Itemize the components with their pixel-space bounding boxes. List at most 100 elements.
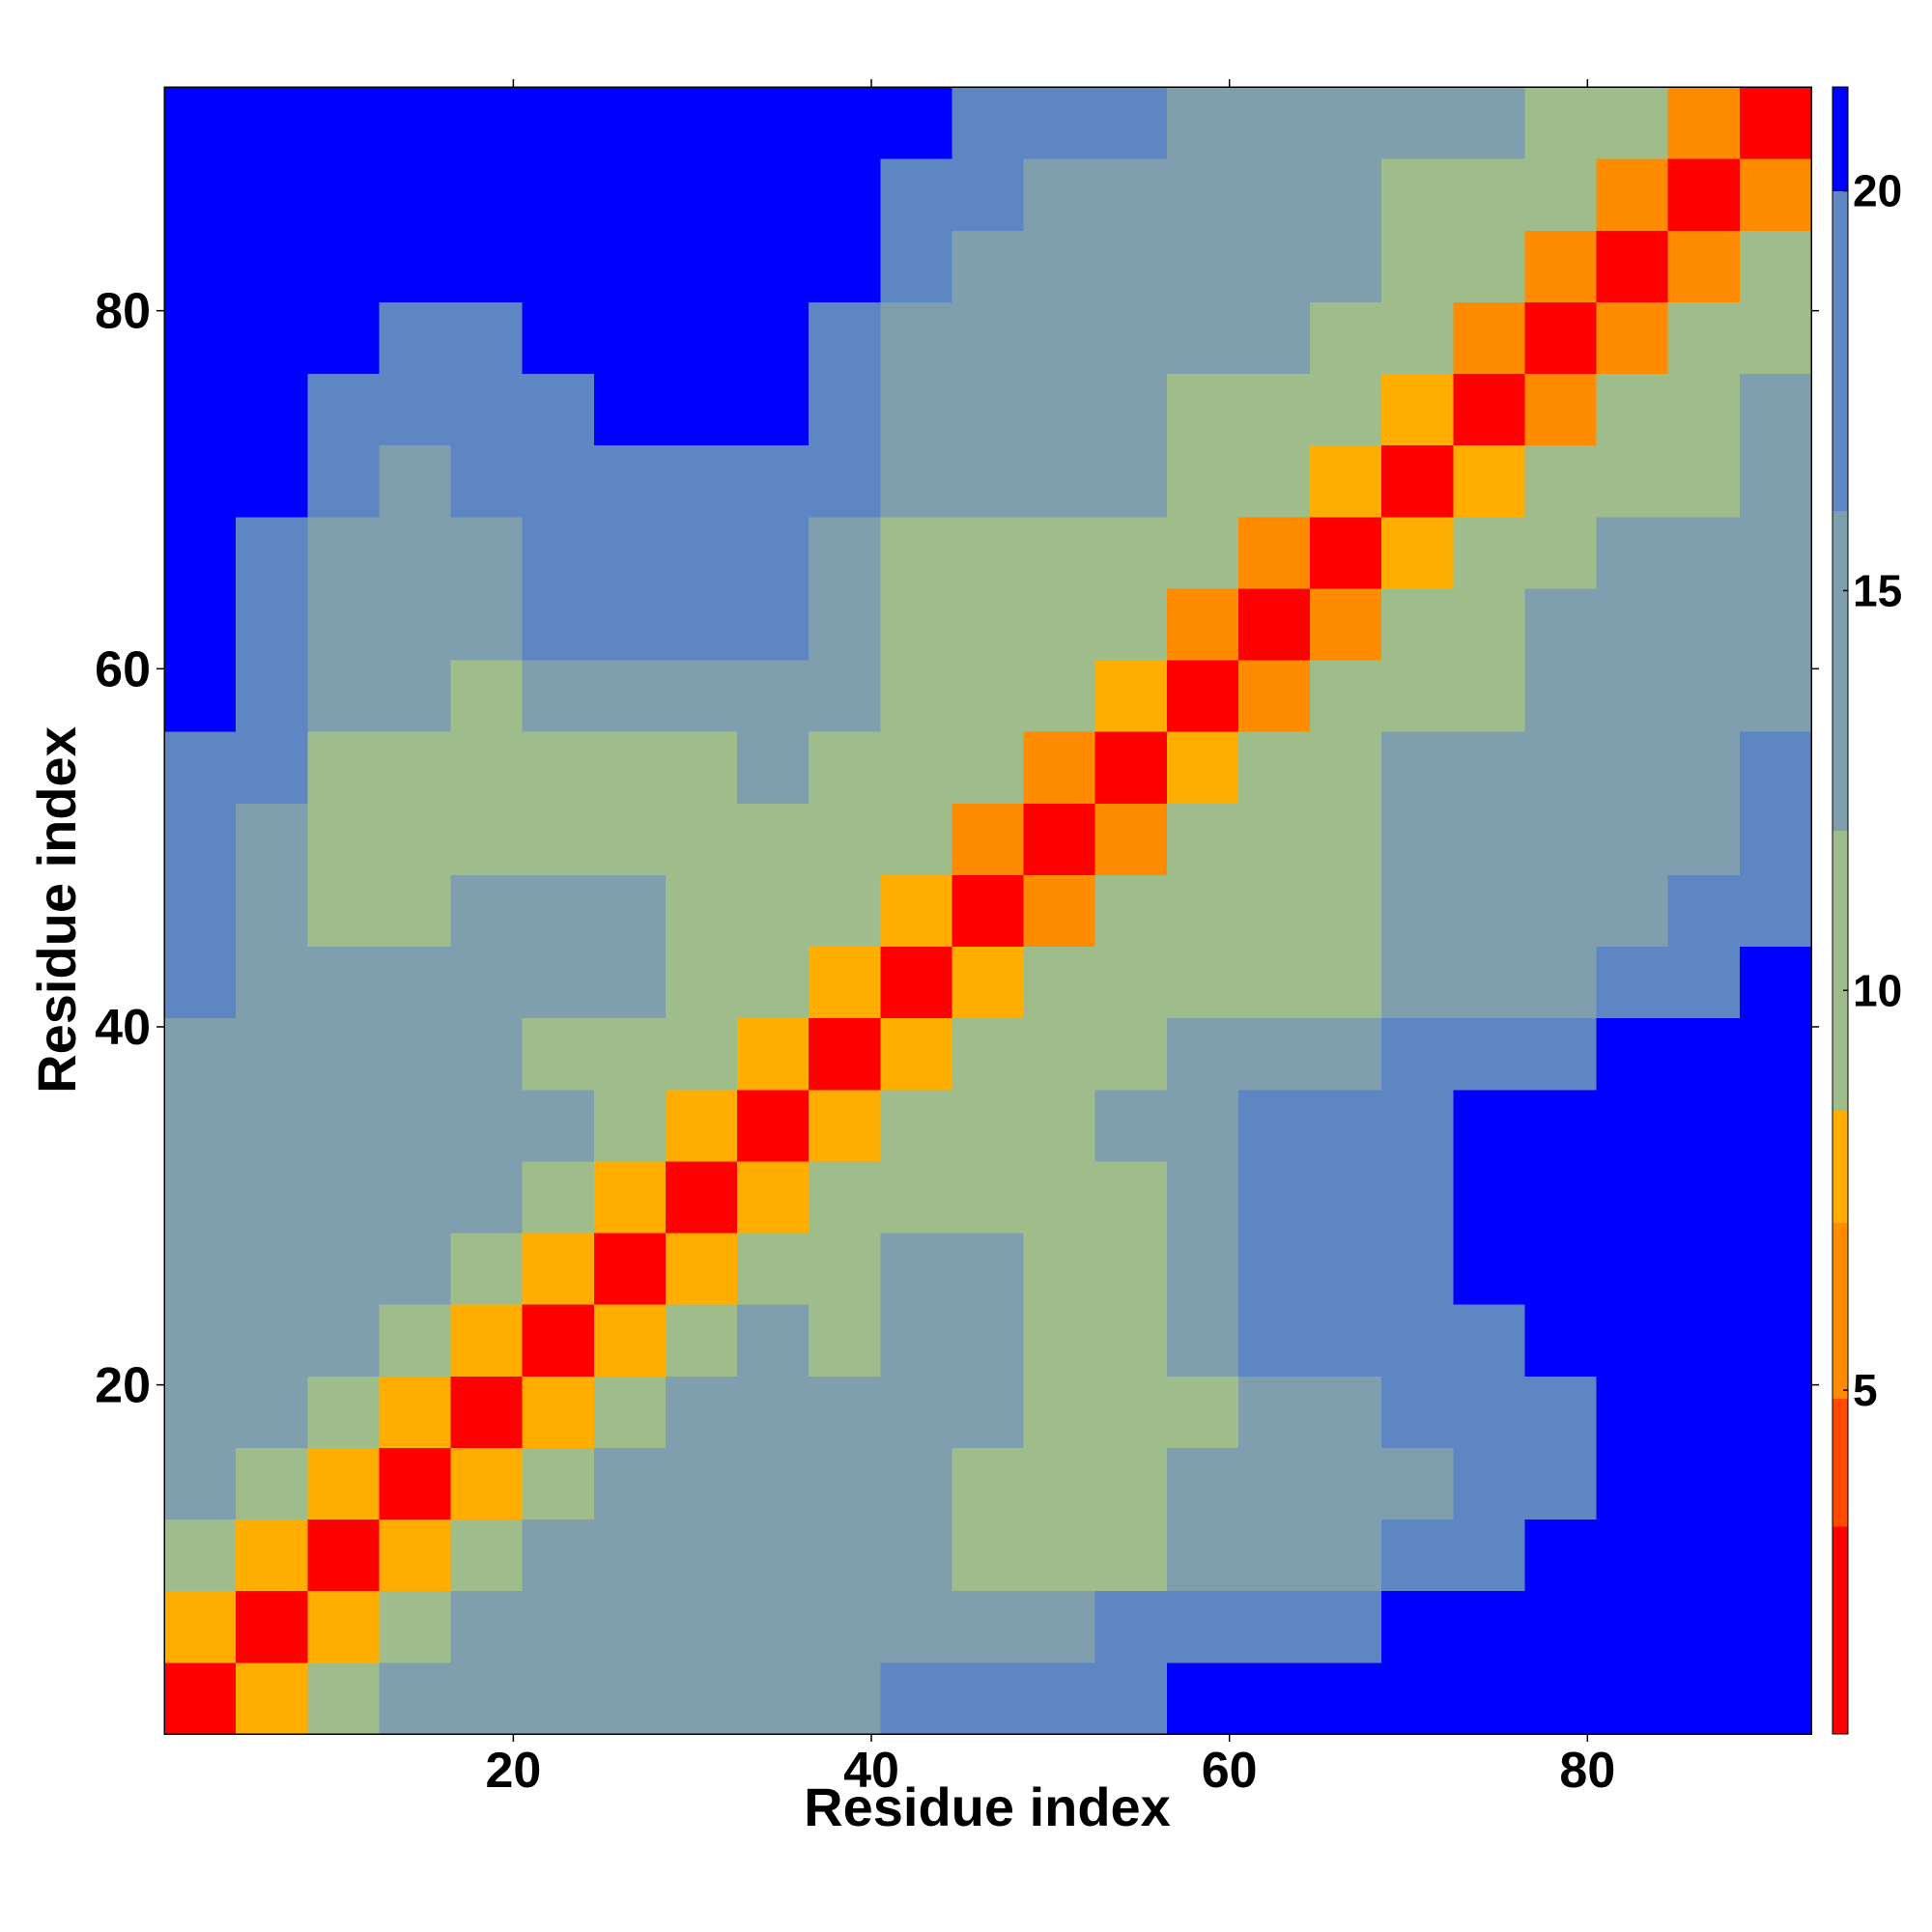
heatmap-cell [809,1662,881,1735]
heatmap-cell [379,1160,452,1234]
heatmap-cell [522,230,595,302]
heatmap-cell [1094,301,1168,375]
heatmap-cell [809,373,881,446]
heatmap-cell [1094,1233,1168,1305]
heatmap-cell [1237,516,1311,589]
heatmap-cell [1453,1590,1525,1663]
heatmap-cell [1023,587,1096,661]
heatmap-cell [522,444,595,518]
heatmap-cell [1524,301,1598,375]
heatmap-cell [1166,946,1239,1019]
heatmap-cell [1310,874,1382,948]
heatmap-cell [809,660,881,732]
heatmap-cell [737,1447,810,1520]
heatmap-cell [1381,230,1454,302]
heatmap-cell [1166,731,1239,804]
colorbar-segment [1833,510,1848,832]
heatmap-cell [379,230,452,302]
heatmap-cell [164,516,237,589]
heatmap-cell [880,1519,952,1592]
heatmap-cell [1166,1160,1239,1234]
heatmap-cell [952,946,1025,1019]
heatmap-cell [1094,1160,1168,1234]
heatmap-cell [1023,1662,1096,1735]
heatmap-cell [236,230,308,302]
heatmap-cell [236,1160,308,1234]
colorbar-segment [1833,1110,1848,1223]
heatmap-cell [236,1233,308,1305]
x-tick-label: 20 [485,1743,541,1799]
heatmap-cell [164,874,237,948]
heatmap-cell [737,1590,810,1663]
heatmap-cell [1310,1519,1382,1592]
heatmap-cell [1667,158,1741,231]
heatmap-cell [1381,1519,1454,1592]
heatmap-cell [952,1233,1025,1305]
heatmap-cell [952,1089,1025,1162]
heatmap-cell [1596,444,1669,518]
heatmap-cell [1023,230,1096,302]
heatmap-cell [1023,1160,1096,1234]
heatmap-cell [1739,803,1812,875]
heatmap-cell [1453,444,1525,518]
heatmap-cell [1739,1160,1812,1234]
heatmap-cell [1381,1160,1454,1234]
heatmap-cell [737,660,810,732]
heatmap-cell [1667,373,1741,446]
heatmap-cell [450,587,524,661]
heatmap-cell [1310,516,1382,589]
heatmap-cell [1596,1017,1669,1091]
heatmap-cell [1237,1447,1311,1520]
heatmap-cell [1094,444,1168,518]
heatmap-cell [1453,1233,1525,1305]
heatmap-cell [1667,1089,1741,1162]
heatmap-cell [236,1089,308,1162]
colorbar-segment [1833,830,1848,1111]
heatmap-cell [522,1160,595,1234]
heatmap-cell [1094,1376,1168,1448]
heatmap-cell [737,874,810,948]
heatmap-cell [450,1160,524,1234]
heatmap-cell [1596,1233,1669,1305]
heatmap-cell [952,230,1025,302]
heatmap-cell [665,516,738,589]
heatmap-cell [1310,731,1382,804]
heatmap-cell [737,587,810,661]
heatmap-cell [522,587,595,661]
heatmap-cell [307,444,380,518]
heatmap-cell [1310,1233,1382,1305]
heatmap-cell [1237,87,1311,159]
heatmap-cell [1094,587,1168,661]
heatmap-cell [593,874,667,948]
heatmap-cell [1166,660,1239,732]
heatmap-cell [1596,373,1669,446]
heatmap-cell [1524,1447,1598,1520]
heatmap-cell [593,803,667,875]
heatmap-cell [236,803,308,875]
heatmap-cell [379,1017,452,1091]
heatmap-cell [665,731,738,804]
heatmap-cell [522,874,595,948]
heatmap-cell [379,373,452,446]
heatmap-cell [1166,587,1239,661]
heatmap-cell [1739,946,1812,1019]
heatmap-cell [1381,946,1454,1019]
heatmap-cell [164,1447,237,1520]
heatmap-cell [593,1447,667,1520]
heatmap-cell [1739,731,1812,804]
heatmap-cell [236,660,308,732]
heatmap-cell [1094,1304,1168,1377]
heatmap-cell [952,731,1025,804]
heatmap-cell [450,516,524,589]
heatmap-cell [1524,660,1598,732]
heatmap-cell [809,87,881,159]
heatmap-cell [307,731,380,804]
heatmap-cell [809,1447,881,1520]
x-axis-label: Residue index [804,1776,1171,1837]
heatmap-cell [665,1233,738,1305]
heatmap-cell [1237,373,1311,446]
heatmap-cell [1310,373,1382,446]
heatmap-cell [164,1662,237,1735]
heatmap-cell [1237,1304,1311,1377]
heatmap-cell [1381,660,1454,732]
